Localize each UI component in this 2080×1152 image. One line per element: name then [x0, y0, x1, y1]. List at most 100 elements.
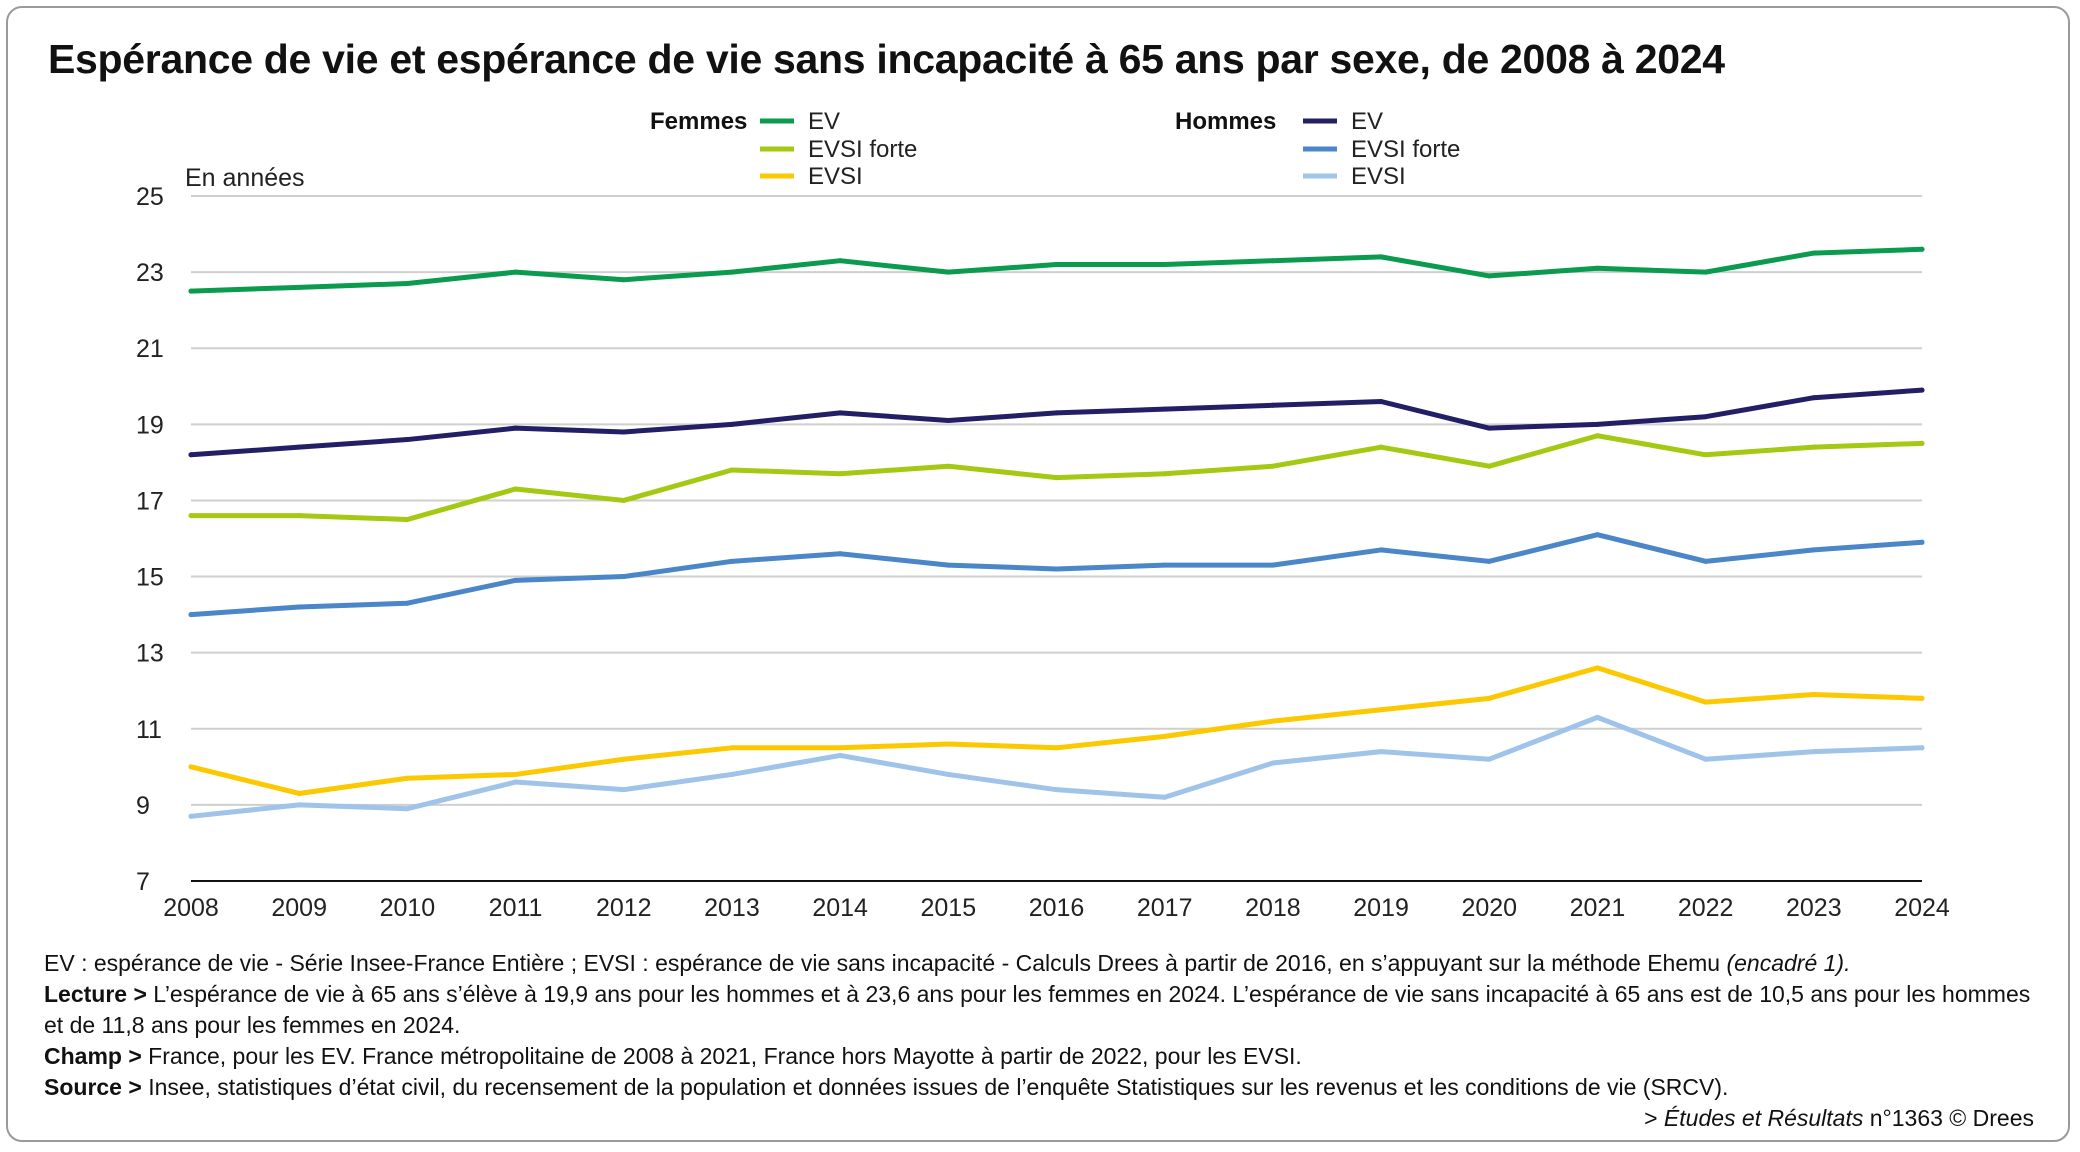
data-point: [729, 421, 735, 427]
data-point: [1486, 425, 1492, 431]
data-point: [1054, 745, 1059, 751]
footer-source: Source > Insee, statistiques d’état civi…: [44, 1074, 1729, 1100]
data-point: [513, 577, 519, 583]
data-point: [1811, 547, 1817, 553]
data-point: [1378, 444, 1384, 450]
data-point: [1919, 387, 1925, 393]
data-point: [296, 790, 302, 796]
data-point: [729, 269, 735, 275]
y-tick-label: 7: [136, 868, 150, 896]
footer-lecture: Lecture > L’espérance de vie à 65 ans s’…: [44, 981, 2031, 1038]
data-point: [188, 612, 194, 618]
y-tick-label: 21: [136, 335, 164, 363]
data-point: [1378, 749, 1384, 755]
data-point: [1703, 452, 1709, 458]
data-point: [1811, 692, 1817, 698]
data-point: [513, 269, 519, 275]
footer-champ: Champ > France, pour les EV. France métr…: [44, 1043, 1302, 1069]
data-point: [1270, 402, 1276, 408]
data-point: [837, 410, 843, 416]
data-point: [188, 288, 194, 294]
data-point: [404, 806, 410, 812]
legend-group-hommes: Hommes: [1175, 108, 1276, 135]
data-point: [1378, 254, 1384, 260]
data-point: [1054, 262, 1059, 267]
data-point: [404, 775, 410, 781]
data-point: [1594, 421, 1600, 427]
data-point: [1486, 273, 1492, 279]
data-point: [945, 463, 951, 469]
legend-label: EV: [1351, 108, 1383, 135]
x-tick-label: 2017: [1137, 894, 1193, 922]
series-line-hommes-evsi-forte: [188, 532, 1925, 618]
data-point: [837, 752, 843, 758]
x-tick-label: 2014: [812, 894, 868, 922]
data-point: [729, 558, 735, 564]
data-point: [1486, 756, 1492, 762]
data-point: [1594, 532, 1600, 538]
data-point: [296, 604, 302, 610]
x-tick-label: 2018: [1245, 894, 1301, 922]
legend-label: EVSI: [1351, 163, 1406, 190]
data-point: [621, 497, 627, 503]
y-tick-label: 9: [136, 792, 150, 820]
data-point: [1919, 440, 1925, 446]
data-point: [1919, 539, 1925, 545]
data-point: [188, 452, 194, 458]
x-tick-label: 2016: [1029, 894, 1085, 922]
data-point: [1486, 558, 1492, 564]
y-axis-label: En années: [185, 164, 305, 192]
data-point: [1162, 262, 1168, 267]
data-point: [1162, 733, 1168, 739]
data-point: [1054, 410, 1059, 416]
data-point: [296, 444, 302, 450]
data-point: [1270, 718, 1276, 724]
data-point: [1054, 475, 1059, 481]
data-point: [296, 802, 302, 808]
x-tick-label: 2013: [704, 894, 760, 922]
data-point: [1594, 714, 1600, 720]
data-point: [1811, 250, 1817, 256]
data-point: [1270, 562, 1276, 568]
data-point: [1919, 745, 1925, 751]
data-point: [188, 813, 194, 819]
x-tick-label: 2012: [596, 894, 652, 922]
data-point: [404, 600, 410, 606]
y-tick-label: 23: [136, 259, 164, 287]
data-point: [729, 467, 735, 473]
data-point: [621, 756, 627, 762]
data-point: [1486, 463, 1492, 469]
x-tick-label: 2023: [1786, 894, 1842, 922]
x-tick-label: 2019: [1353, 894, 1409, 922]
footer-note: EV : espérance de vie - Série Insee-Fran…: [44, 950, 1851, 976]
series-line-femmes-evsi: [188, 665, 1925, 796]
data-point: [1162, 794, 1168, 800]
x-tick-label: 2009: [271, 894, 327, 922]
chart-frame: [6, 6, 2070, 1142]
data-point: [1270, 463, 1276, 469]
data-point: [621, 277, 627, 283]
data-point: [1378, 547, 1384, 553]
data-point: [188, 764, 194, 770]
data-point: [1054, 787, 1059, 793]
data-point: [1594, 433, 1600, 439]
chart-footer: EV : espérance de vie - Série Insee-Fran…: [44, 948, 2034, 1134]
legend-label: EVSI forte: [808, 136, 917, 163]
data-point: [404, 516, 410, 522]
series-line-hommes-evsi: [188, 714, 1925, 819]
series-line-femmes-ev: [188, 246, 1925, 294]
data-point: [1919, 246, 1925, 252]
data-point: [621, 574, 627, 580]
y-tick-label: 19: [136, 411, 164, 439]
data-point: [621, 429, 627, 435]
chart-title: Espérance de vie et espérance de vie san…: [48, 36, 1725, 82]
data-point: [837, 551, 843, 557]
data-point: [945, 269, 951, 275]
y-tick-label: 17: [136, 487, 164, 515]
y-tick-label: 11: [136, 716, 162, 744]
data-point: [513, 425, 519, 431]
x-tick-label: 2010: [380, 894, 436, 922]
x-tick-label: 2020: [1461, 894, 1517, 922]
data-point: [729, 771, 735, 777]
